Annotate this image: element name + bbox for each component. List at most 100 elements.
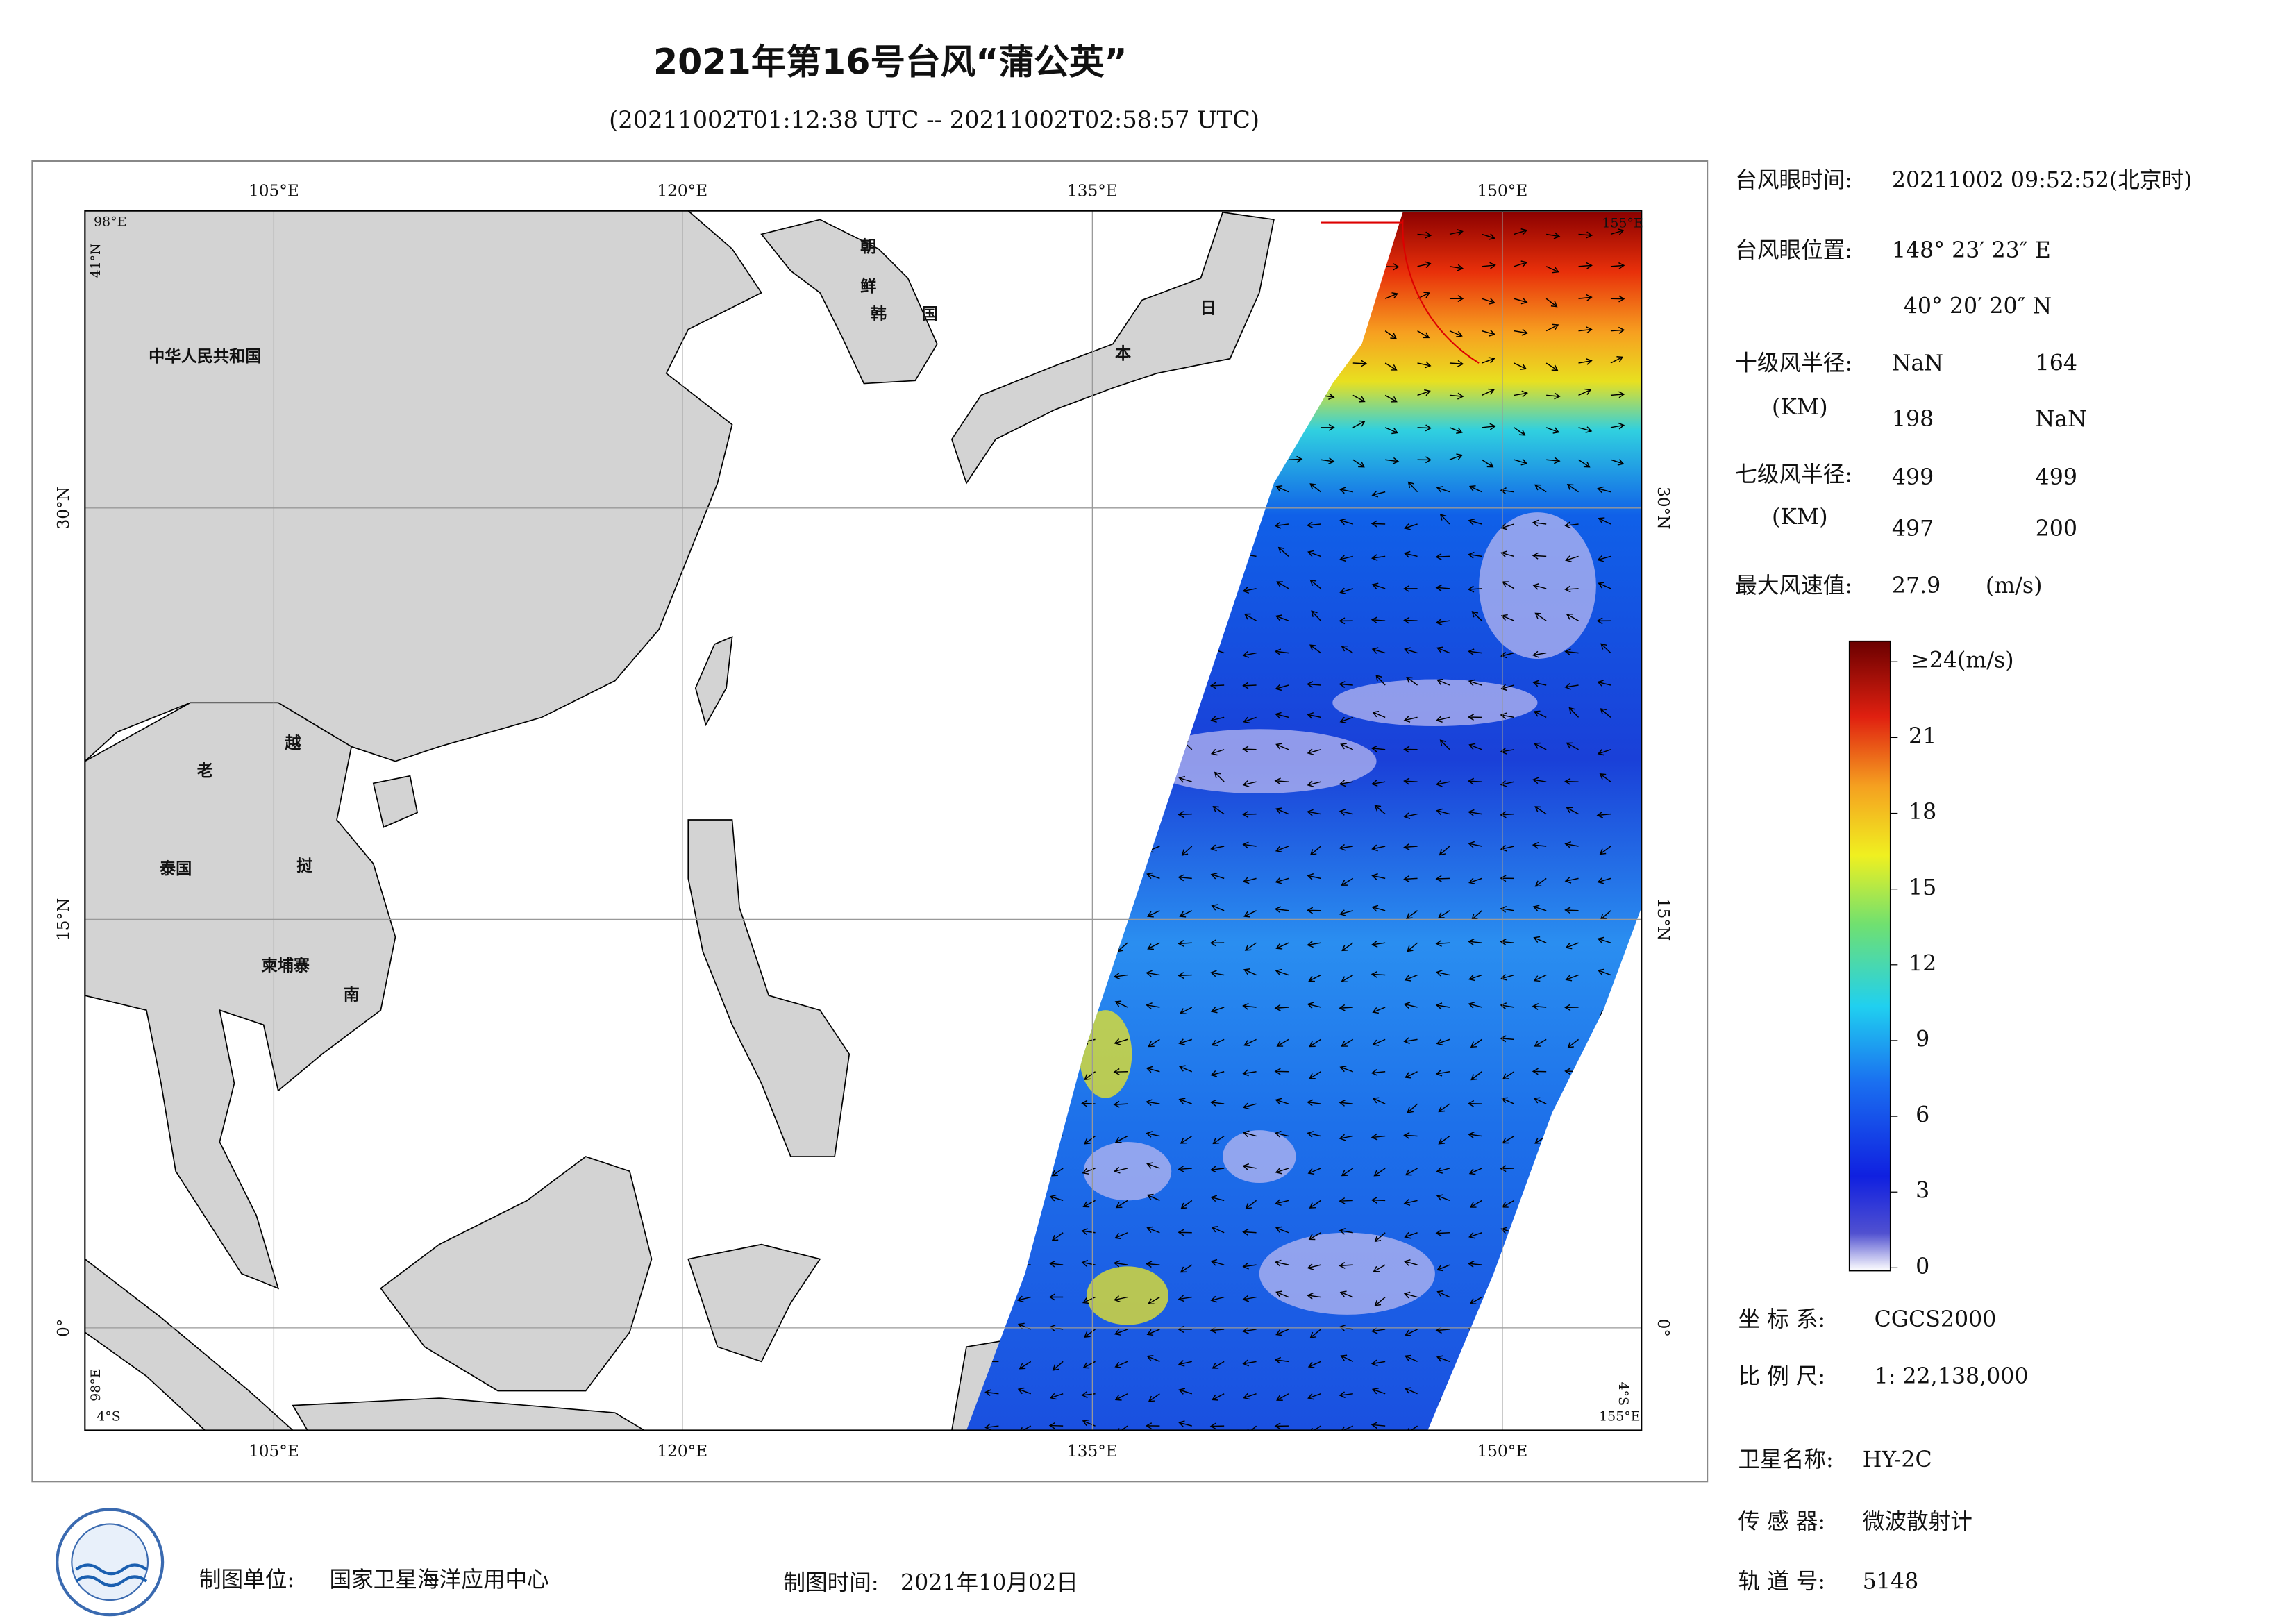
wind-arrow [1599, 846, 1611, 855]
wind-arrow [1438, 1135, 1450, 1145]
wind-arrow [1115, 1200, 1128, 1209]
wind-arrow [1439, 739, 1450, 750]
wind-arrow [1147, 1296, 1160, 1304]
wind-arrow [1211, 1226, 1225, 1234]
wind-arrow [1210, 873, 1225, 880]
wind-arrow [1500, 844, 1514, 852]
wind-arrow [1500, 1165, 1514, 1172]
wind-arrow [1082, 1168, 1096, 1175]
wind-arrow [1482, 357, 1495, 364]
axis-labels: 105°E 105°E 120°E 120°E 135°E 135°E 150°E 150°E… [54, 181, 1673, 1461]
wind-arrow [1212, 805, 1225, 815]
lat-label: 30°N [1654, 487, 1673, 529]
wind-arrow [1081, 1259, 1096, 1267]
wind-arrow [1439, 514, 1450, 525]
wind-arrow [1309, 1200, 1321, 1209]
wind-arrow [1017, 1387, 1032, 1395]
wind-arrow [1275, 684, 1289, 691]
wind-arrow [1209, 939, 1225, 947]
wind-arrow [1352, 360, 1368, 367]
wind-arrow [1468, 1131, 1482, 1138]
wind-arrow [1502, 581, 1515, 589]
wind-arrow [1307, 1168, 1321, 1175]
date-value: 2021年10月02日 [900, 1570, 1078, 1595]
wind-arrow [1500, 905, 1514, 913]
wind-arrow [1500, 684, 1514, 691]
wind-arrow [1405, 910, 1418, 919]
wind-arrow [1210, 1007, 1225, 1014]
wind-arrow [1371, 490, 1386, 498]
wind-arrow [1578, 358, 1593, 365]
wind-arrow [1339, 1391, 1353, 1399]
wind-arrow [1339, 909, 1353, 916]
corner-lat-label: 4°S [97, 1408, 121, 1424]
r7-value: 497 [1892, 516, 1934, 541]
wind-arrow [1403, 843, 1418, 850]
wind-arrow [1468, 679, 1482, 687]
wind-arrow [1564, 841, 1579, 848]
date-label: 制图时间: [783, 1570, 878, 1595]
wind-arrow [1468, 743, 1482, 750]
wind-arrow [1181, 846, 1193, 856]
wind-arrow [1449, 453, 1464, 460]
wind-arrow [1533, 936, 1547, 943]
wind-arrow [1339, 809, 1353, 816]
wind-arrow [1435, 553, 1450, 560]
wind-arrow [1404, 647, 1418, 654]
wind-arrow [1017, 1322, 1032, 1330]
wind-arrow [1405, 1329, 1418, 1336]
colorbar-tick-label: 21 [1909, 724, 1936, 749]
wind-arrow [1339, 681, 1353, 688]
wind-arrow [1546, 232, 1561, 239]
wind-arrow [1178, 811, 1192, 818]
wind-arrow [1339, 617, 1353, 625]
wind-arrow [1371, 1422, 1386, 1429]
wind-arrow [1212, 1393, 1225, 1401]
wind-arrow [1019, 1425, 1032, 1431]
wind-arrow [1275, 1168, 1289, 1175]
wind-arrow [1596, 811, 1611, 818]
colorbar-tick-label: 12 [1909, 951, 1936, 976]
wind-arrow [1566, 613, 1579, 621]
wind-arrow [1340, 743, 1354, 750]
wind-arrow [1275, 1098, 1289, 1105]
r10-label: 十级风半径: [1735, 351, 1852, 376]
wind-arrow [1113, 973, 1128, 980]
wind-arrow [1371, 1327, 1386, 1334]
colorbar-tick-label: 6 [1916, 1103, 1929, 1128]
wind-arrow [1468, 939, 1482, 945]
wind-arrow [1340, 1425, 1354, 1431]
wind-arrow [1500, 939, 1514, 945]
coord-label: 坐 标 系: [1738, 1307, 1825, 1332]
wind-arrow [1482, 423, 1496, 430]
wind-arrow [1470, 1038, 1482, 1048]
logo [56, 1508, 165, 1617]
place-label: 老 [196, 762, 213, 780]
wind-arrow [1403, 875, 1418, 883]
wind-arrow [1307, 1131, 1321, 1138]
wind-arrow [1307, 873, 1321, 880]
wind-arrow [1148, 1393, 1160, 1402]
wind-arrow [1436, 970, 1450, 977]
wind-arrow [1403, 716, 1418, 723]
scale-value: 1: 22,138,000 [1875, 1364, 2029, 1389]
wind-arrow [1306, 521, 1321, 529]
wind-arrow [1209, 1422, 1225, 1430]
wind-arrow [1532, 519, 1547, 527]
land-sumatra [85, 1258, 294, 1431]
wind-arrow [1211, 1038, 1225, 1046]
wind-arrow [1482, 388, 1495, 396]
wind-arrow [1114, 1295, 1128, 1302]
wind-arrow [1385, 457, 1400, 464]
lat-label: 0° [1654, 1319, 1673, 1337]
wind-arrow [1084, 1135, 1096, 1145]
wind-arrow [1610, 391, 1625, 398]
wind-arrow [1309, 644, 1321, 654]
satellite-value: HY-2C [1863, 1447, 1932, 1472]
wind-arrow [1306, 907, 1321, 914]
wind-arrow [1242, 746, 1257, 753]
wind-arrow [1435, 1229, 1450, 1237]
wind-arrow [1339, 716, 1354, 724]
wind-arrow [1243, 1038, 1257, 1047]
wind-arrow [1438, 1103, 1450, 1113]
